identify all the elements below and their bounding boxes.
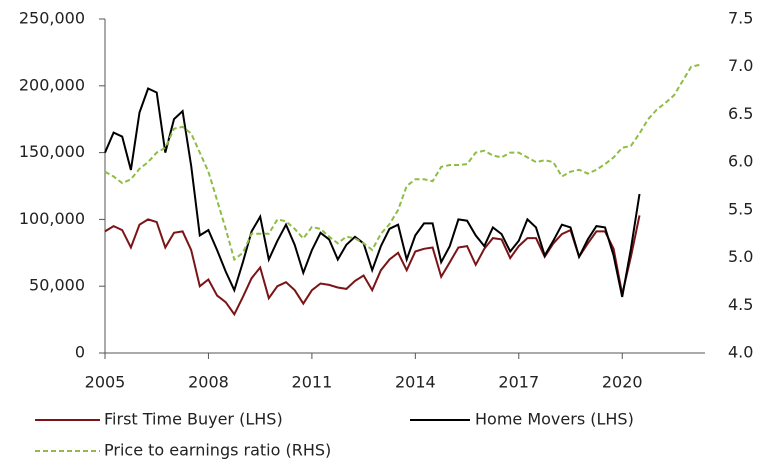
x-tick-label: 2014 bbox=[395, 373, 436, 392]
legend-label: Price to earnings ratio (RHS) bbox=[104, 441, 331, 460]
y2-tick-label: 4.5 bbox=[728, 295, 753, 314]
y-tick-label: 100,000 bbox=[19, 209, 85, 228]
y-tick-label: 0 bbox=[75, 343, 85, 362]
x-tick-label: 2017 bbox=[498, 373, 539, 392]
y2-tick-label: 7.0 bbox=[728, 56, 753, 75]
series-line bbox=[104, 63, 701, 262]
x-tick-label: 2020 bbox=[602, 373, 643, 392]
y-tick-label: 150,000 bbox=[19, 142, 85, 161]
series-line bbox=[104, 215, 641, 317]
y2-tick-label: 7.5 bbox=[728, 9, 753, 28]
series-line bbox=[104, 87, 641, 298]
y2-tick-label: 4.0 bbox=[728, 343, 753, 362]
y2-tick-label: 6.5 bbox=[728, 104, 753, 123]
y2-tick-label: 5.5 bbox=[728, 199, 753, 218]
y2-tick-label: 5.0 bbox=[728, 247, 753, 266]
y2-tick-label: 6.0 bbox=[728, 152, 753, 171]
legend-label: First Time Buyer (LHS) bbox=[104, 410, 283, 429]
legend-label: Home Movers (LHS) bbox=[475, 410, 634, 429]
x-tick-label: 2011 bbox=[292, 373, 333, 392]
x-tick-label: 2005 bbox=[85, 373, 126, 392]
x-tick-label: 2008 bbox=[188, 373, 229, 392]
y-tick-label: 250,000 bbox=[19, 9, 85, 28]
y-tick-label: 200,000 bbox=[19, 75, 85, 94]
y-tick-label: 50,000 bbox=[29, 276, 85, 295]
